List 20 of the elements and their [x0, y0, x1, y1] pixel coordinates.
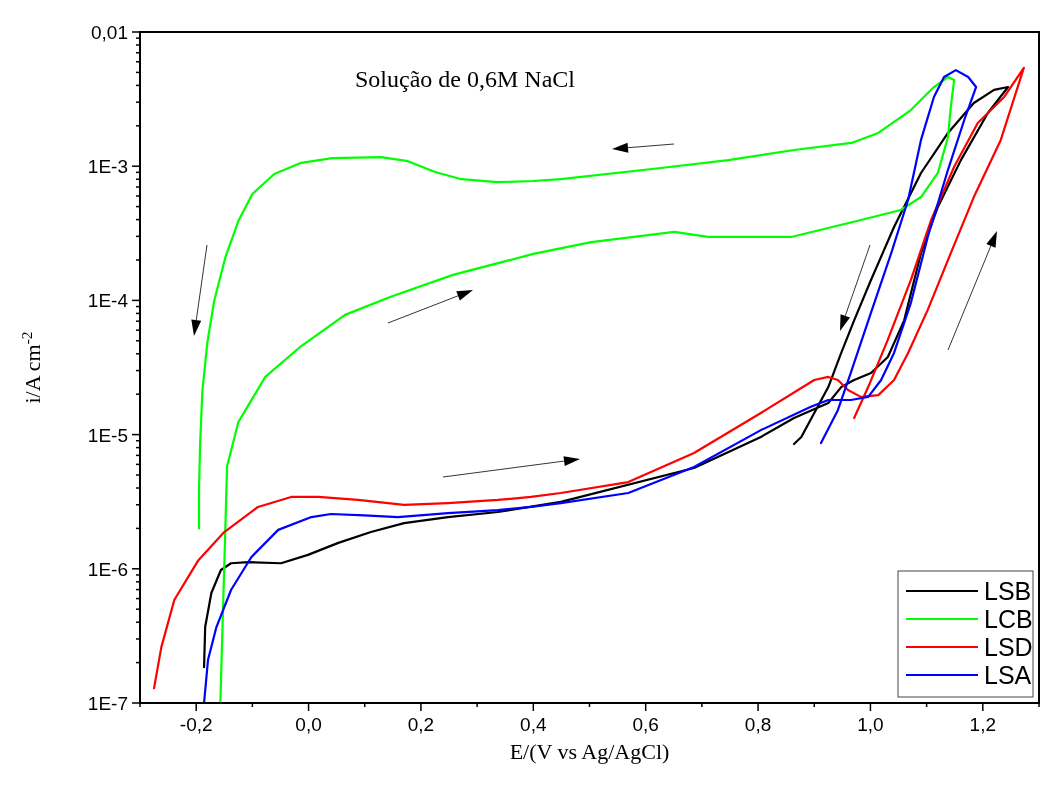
y-tick-label: 1E-6 [87, 558, 128, 580]
x-tick-label: 0,2 [407, 714, 435, 735]
legend-label: LSA [984, 661, 1032, 689]
y-tick-label: 1E-5 [87, 424, 128, 446]
x-tick-label: 1,0 [857, 714, 884, 735]
legend-label: LSD [984, 633, 1033, 661]
y-tick-label: 1E-4 [87, 290, 129, 312]
x-axis-title: E/(V vs Ag/AgCl) [509, 739, 670, 764]
legend-label: LSB [984, 577, 1032, 605]
y-tick-label: 1E-3 [87, 156, 128, 178]
x-tick-label: 0,4 [520, 714, 547, 735]
legend-label: LCB [984, 605, 1033, 633]
x-tick-label: 1,2 [969, 714, 997, 735]
x-tick-label: 0,0 [295, 714, 322, 735]
x-tick-label: 0,6 [632, 714, 659, 735]
y-tick-label: 0,01 [91, 22, 128, 43]
x-tick-label: 0,8 [744, 714, 772, 735]
y-tick-label: 1E-7 [87, 693, 128, 714]
x-tick-label: -0,2 [179, 714, 213, 735]
annotation: Solução de 0,6M NaCl [355, 66, 576, 92]
